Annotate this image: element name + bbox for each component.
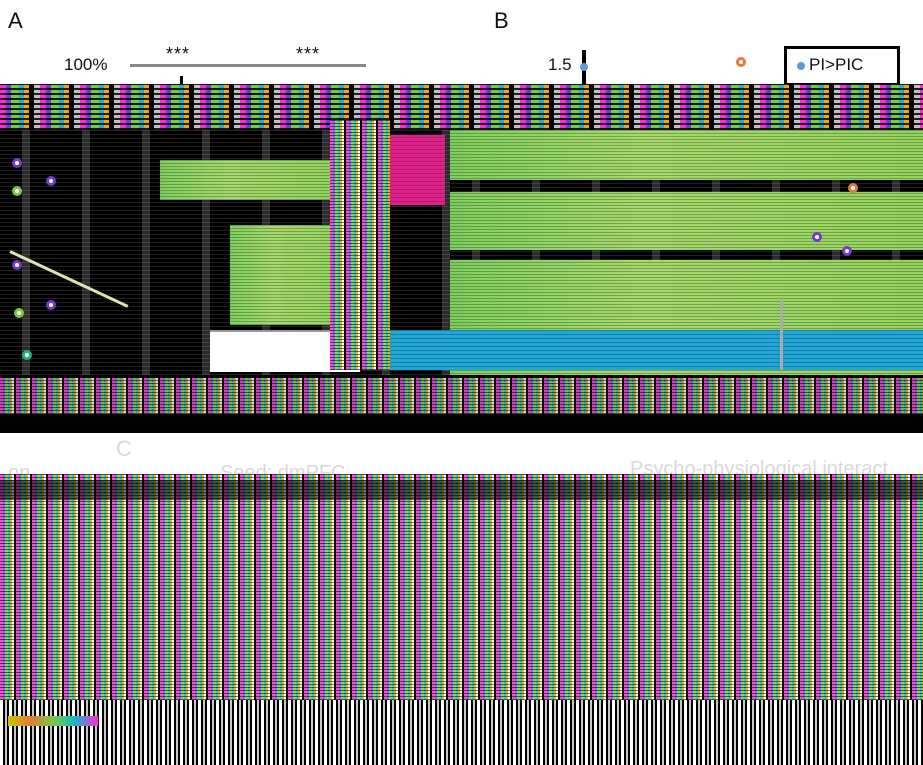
corrupted-region-top <box>0 84 923 130</box>
panel-letter-c: C <box>116 436 132 461</box>
corrupted-green-band-a2 <box>230 225 340 325</box>
corrupted-green-band-a <box>160 160 330 200</box>
corrupted-black-overlay <box>0 480 923 500</box>
legend-entry-pi-pic: PI>PIC <box>797 55 863 75</box>
significance-stars-left: *** <box>166 44 191 64</box>
corrupted-brain-slices <box>0 474 923 700</box>
corrupted-gray-divider <box>780 300 783 370</box>
marker-purple-1 <box>12 158 22 168</box>
panel-a-y-tick-100: 100% <box>64 55 108 74</box>
panel-b-legend: PI>PIC <box>784 46 900 86</box>
significance-stars-right: *** <box>296 44 321 64</box>
marker-purple-b1 <box>812 232 822 242</box>
legend-entry-label: PI>PIC <box>809 55 864 74</box>
marker-purple-3 <box>12 260 22 270</box>
marker-orange-b1 <box>848 183 858 193</box>
marker-green-2 <box>14 308 24 318</box>
corrupted-noise-row <box>0 378 923 414</box>
panel-b-outlier-orange <box>736 57 746 67</box>
panel-b-point-blue <box>580 63 588 71</box>
corrupted-dark-band-b2 <box>450 250 923 260</box>
marker-teal-1 <box>22 350 32 360</box>
axis-tick-stub <box>180 76 183 84</box>
corrupted-bottom-strip <box>0 700 923 765</box>
legend-dot-icon <box>797 61 805 70</box>
marker-purple-b2 <box>842 246 852 256</box>
marker-purple-4 <box>46 300 56 310</box>
corrupted-magenta-block <box>385 135 445 205</box>
corrupted-dark-band-b <box>450 180 923 192</box>
marker-green-1 <box>12 186 22 196</box>
corrupted-cyan-block <box>390 330 923 370</box>
panel-letter-b: B <box>494 8 509 33</box>
marker-purple-2 <box>46 176 56 186</box>
panel-letter-a: A <box>8 8 23 33</box>
panel-b-y-tick-1-5: 1.5 <box>548 55 572 74</box>
corrupted-noise-column <box>330 120 390 370</box>
colorbar-fragment <box>8 716 98 726</box>
significance-bar <box>130 64 366 67</box>
